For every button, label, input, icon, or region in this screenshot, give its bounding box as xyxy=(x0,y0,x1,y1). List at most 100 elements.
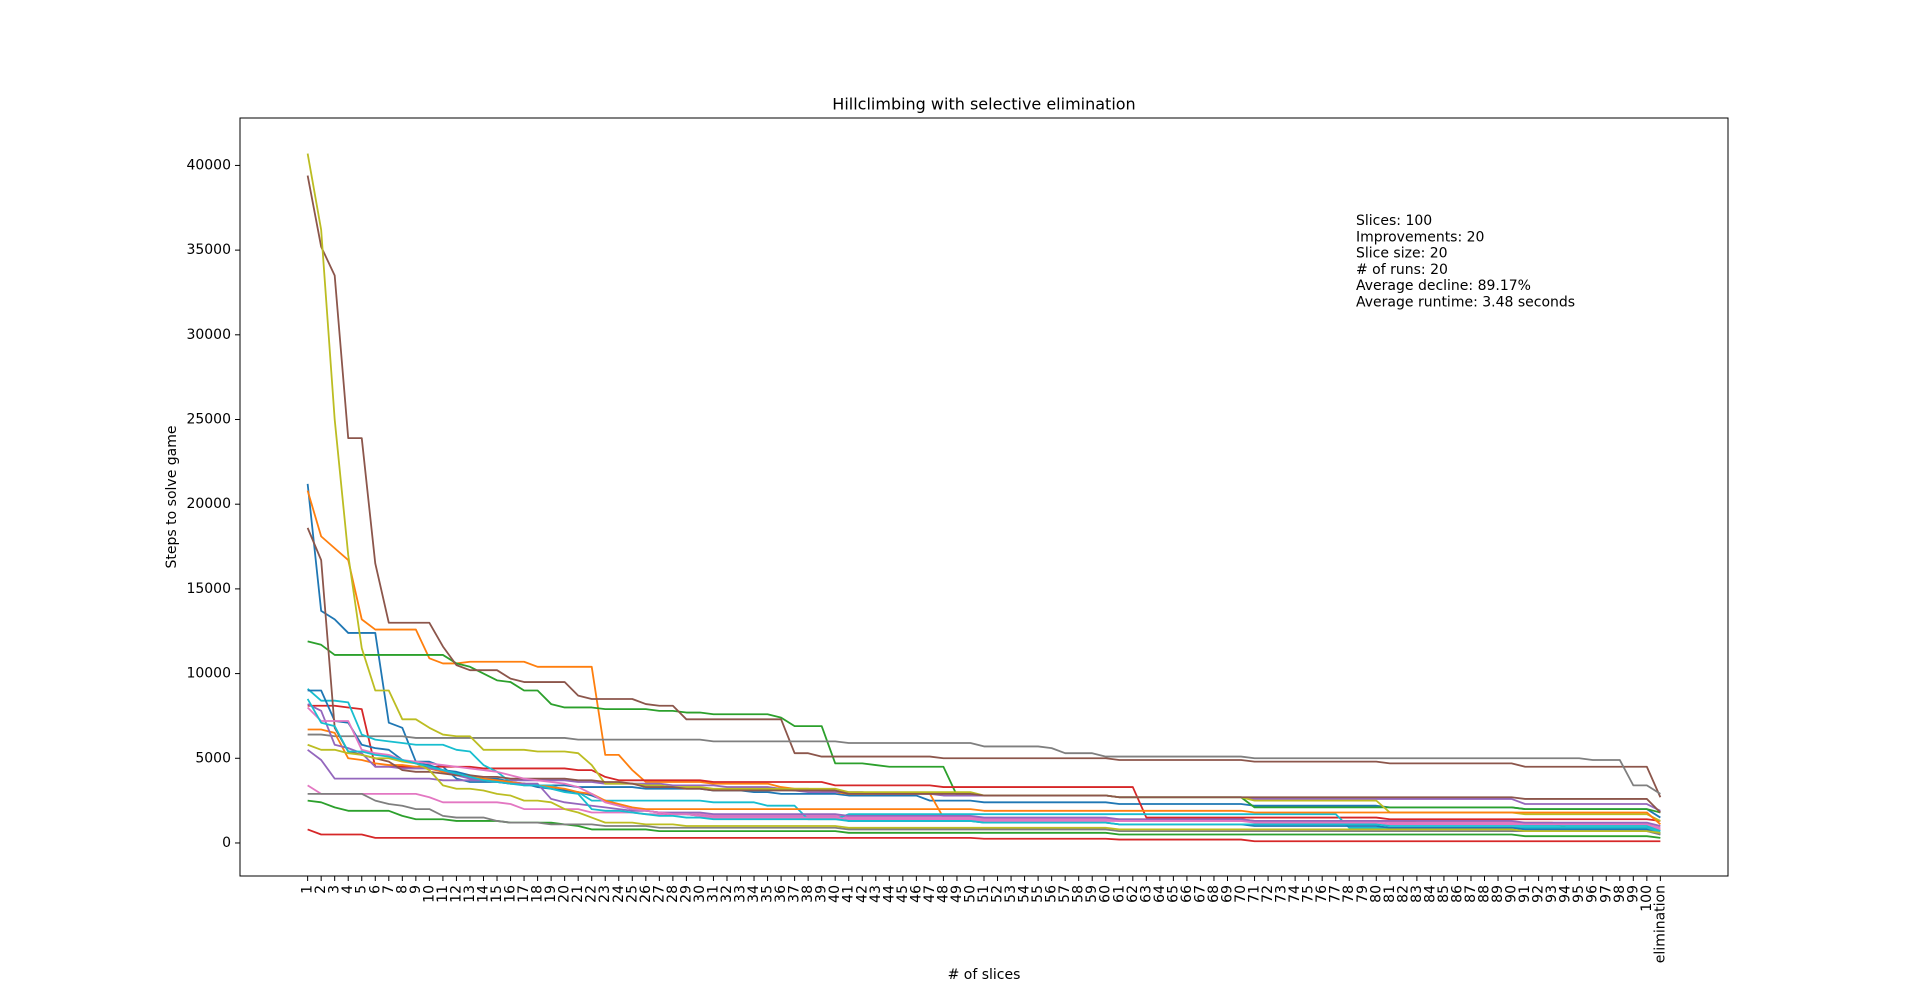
series-line xyxy=(307,828,1661,843)
x-tick-label: 28 xyxy=(665,885,681,903)
x-tick-label: 72 xyxy=(1260,885,1276,903)
x-tick-label: 29 xyxy=(678,885,694,903)
y-tick-label: 15000 xyxy=(186,581,231,597)
x-tick-label: 94 xyxy=(1558,885,1574,903)
x-tick-label: 61 xyxy=(1111,885,1127,903)
x-tick-label: 57 xyxy=(1057,885,1073,903)
x-tick-label: 7 xyxy=(381,885,397,894)
y-tick-label: 30000 xyxy=(186,327,231,343)
x-tick-label: 67 xyxy=(1192,885,1208,903)
x-tick-label: 17 xyxy=(516,885,532,903)
x-tick-label: 22 xyxy=(584,885,600,903)
series-line xyxy=(307,703,1661,827)
x-tick-label: 100 xyxy=(1639,885,1655,912)
x-tick-label: 91 xyxy=(1517,885,1533,903)
x-tick-label: 63 xyxy=(1138,885,1154,903)
x-tick-label: 74 xyxy=(1287,885,1303,903)
x-tick-label: 36 xyxy=(773,885,789,903)
x-tick-label: 45 xyxy=(895,885,911,903)
x-tick-label: 42 xyxy=(854,885,870,903)
x-tick-label: 68 xyxy=(1206,885,1222,903)
x-tick-label: 30 xyxy=(692,885,708,903)
x-tick-label: 83 xyxy=(1409,885,1425,903)
x-tick-label: 18 xyxy=(530,885,546,903)
y-tick-label: 10000 xyxy=(186,666,231,682)
x-tick-label: 95 xyxy=(1571,885,1587,903)
annotation: Slices: 100 xyxy=(1356,213,1432,229)
x-tick-label: 89 xyxy=(1490,885,1506,903)
y-tick-label: 0 xyxy=(222,835,231,851)
x-tick-label: 73 xyxy=(1274,885,1290,903)
y-tick-label: 5000 xyxy=(195,750,231,766)
series-line xyxy=(307,704,1661,822)
x-tick-label: 90 xyxy=(1504,885,1520,903)
x-tick-label: 49 xyxy=(949,885,965,903)
series-line xyxy=(307,792,1661,836)
x-tick-label: 47 xyxy=(922,885,938,903)
x-tick-label: 43 xyxy=(868,885,884,903)
x-tick-label: 44 xyxy=(881,885,897,903)
series-line xyxy=(306,175,1662,798)
x-tick-label: 24 xyxy=(611,885,627,903)
series-line xyxy=(307,743,1661,834)
annotation: Average decline: 89.17% xyxy=(1356,278,1531,294)
x-tick-label: 6 xyxy=(367,885,383,894)
x-tick-label: 55 xyxy=(1030,885,1046,903)
x-tick-label: 19 xyxy=(543,885,559,903)
x-tick-label: 1 xyxy=(300,885,316,894)
x-tick-label: 48 xyxy=(935,885,951,903)
x-tick-label: 75 xyxy=(1301,885,1317,903)
x-tick-label: 50 xyxy=(962,885,978,903)
annotation: Slice size: 20 xyxy=(1356,246,1448,262)
x-tick-label: 38 xyxy=(800,885,816,903)
x-tick-label: 21 xyxy=(570,885,586,903)
x-tick-label: 96 xyxy=(1585,885,1601,903)
x-tick-label: 39 xyxy=(814,885,830,903)
y-tick-label: 25000 xyxy=(186,412,231,428)
x-tick-label: 60 xyxy=(1098,885,1114,903)
x-tick-label: 2 xyxy=(313,885,329,894)
x-tick-label: 98 xyxy=(1612,885,1628,903)
x-tick-label: 25 xyxy=(624,885,640,903)
x-tick-label: 59 xyxy=(1084,885,1100,903)
x-tick-label: 10 xyxy=(421,885,437,903)
x-tick-label: 86 xyxy=(1449,885,1465,903)
x-tick-label: 46 xyxy=(908,885,924,903)
y-tick-label: 40000 xyxy=(186,157,231,173)
chart-title: Hillclimbing with selective elimination xyxy=(832,95,1135,114)
x-tick-label: 65 xyxy=(1165,885,1181,903)
x-tick-label: 14 xyxy=(475,885,491,903)
x-tick-label: 9 xyxy=(408,885,424,894)
x-tick-label: 26 xyxy=(638,885,654,903)
x-tick-label: 81 xyxy=(1382,885,1398,903)
x-tick-label: 97 xyxy=(1598,885,1614,903)
plot-frame xyxy=(239,117,1729,877)
series-line xyxy=(306,698,1661,832)
x-tick-label: 33 xyxy=(733,885,749,903)
x-tick-label: 3 xyxy=(327,885,343,894)
x-tick-label: 15 xyxy=(489,885,505,903)
x-tick-label: 40 xyxy=(827,885,843,903)
x-tick-label: 99 xyxy=(1625,885,1641,903)
x-tick-label: 56 xyxy=(1044,885,1060,903)
x-tick-label: 70 xyxy=(1233,885,1249,903)
x-tick-label: 76 xyxy=(1314,885,1330,903)
x-tick-label: 88 xyxy=(1477,885,1493,903)
annotation: Improvements: 20 xyxy=(1356,229,1484,245)
x-tick-label: 66 xyxy=(1179,885,1195,903)
series-line xyxy=(307,706,1661,831)
x-tick-label: 84 xyxy=(1422,885,1438,903)
x-tick-label: 93 xyxy=(1544,885,1560,903)
x-tick-label: 41 xyxy=(841,885,857,903)
x-tick-label: 82 xyxy=(1395,885,1411,903)
x-tick-label: 80 xyxy=(1368,885,1384,903)
y-tick-label: 20000 xyxy=(186,496,231,512)
x-tick-label: 85 xyxy=(1436,885,1452,903)
x-tick-label: 35 xyxy=(760,885,776,903)
x-tick-label: 69 xyxy=(1219,885,1235,903)
x-tick-label: 51 xyxy=(976,885,992,903)
x-tick-label: 12 xyxy=(448,885,464,903)
x-tick-label: 58 xyxy=(1071,885,1087,903)
x-tick-label: 32 xyxy=(719,885,735,903)
x-tick-label: 23 xyxy=(597,885,613,903)
